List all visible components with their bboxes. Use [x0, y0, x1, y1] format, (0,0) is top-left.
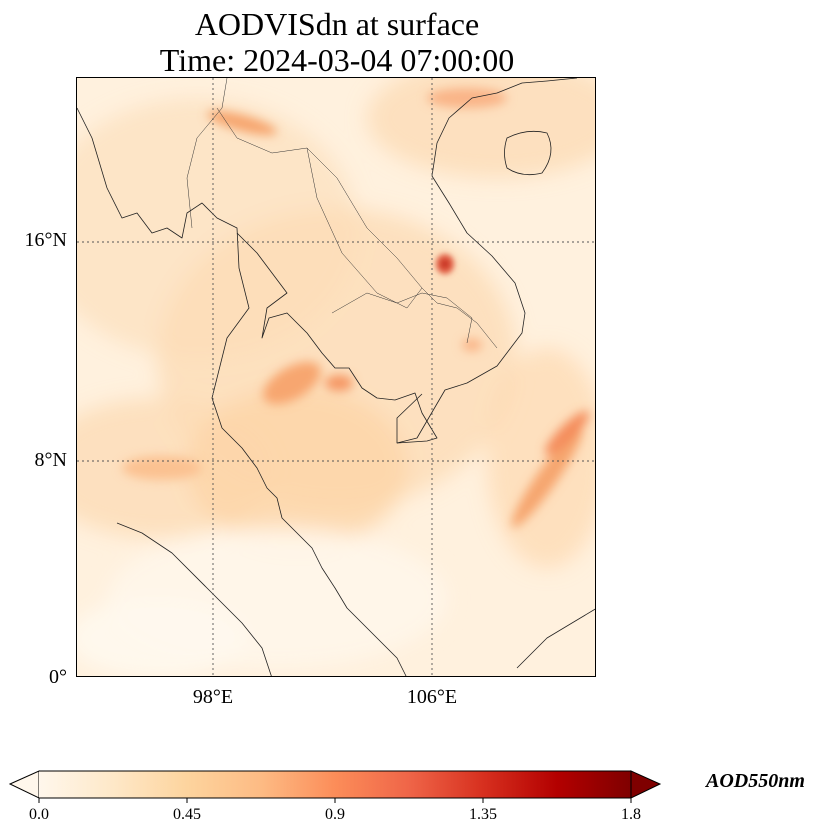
colorbar: [8, 770, 662, 803]
map-timestamp: Time: 2024-03-04 07:00:00: [159, 42, 515, 78]
colorbar-extend-min: [8, 770, 40, 799]
lat-label-0: 0°: [49, 666, 67, 688]
map-title: AODVISdn at surface: [194, 6, 480, 42]
lon-label-106e: 106°E: [406, 686, 458, 708]
colorbar-gradient: [39, 771, 631, 798]
aod-hotspots: [122, 88, 589, 528]
coastlines: [77, 78, 595, 676]
colorbar-tick-0-9: 0.9: [325, 806, 345, 823]
lon-label-98e: 98°E: [192, 686, 234, 708]
colorbar-tick-0: 0.0: [29, 806, 49, 823]
aod-peak: [436, 254, 454, 274]
lat-label-8n: 8°N: [34, 449, 67, 471]
colorbar-tick-marks: [38, 798, 632, 803]
lat-label-16n: 16°N: [24, 229, 67, 251]
colorbar-extend-max: [630, 770, 662, 799]
aod-map: [76, 77, 596, 677]
aod-map-svg: [77, 78, 595, 676]
colorbar-tick-0-45: 0.45: [173, 806, 201, 823]
graticule: [77, 78, 595, 676]
colorbar-tick-1-8: 1.8: [621, 806, 641, 823]
colorbar-tick-1-35: 1.35: [469, 806, 497, 823]
country-borders: [186, 78, 498, 349]
colorbar-label: AOD550nm: [706, 770, 805, 792]
